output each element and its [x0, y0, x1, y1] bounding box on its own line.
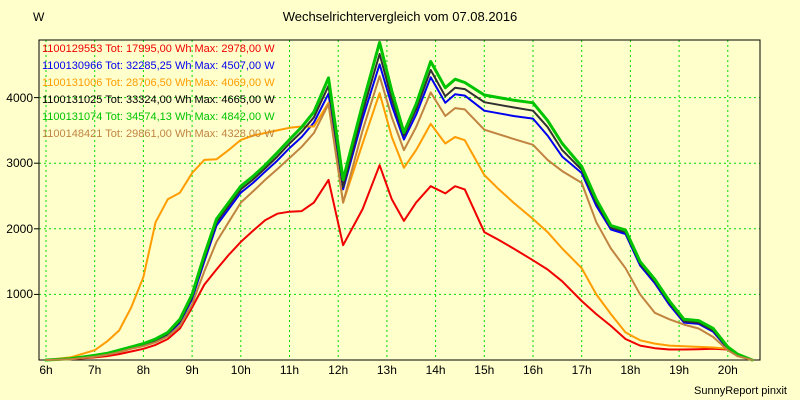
series-line-1100148421 — [45, 75, 754, 361]
x-tick-label-16h: 16h — [522, 363, 544, 377]
x-tick-label-15h: 15h — [474, 363, 495, 377]
legend-item-1100130966: 1100130966 Tot: 32285,25 Wh Max: 4507,00… — [42, 60, 275, 72]
x-tick-label-6h: 6h — [39, 363, 53, 377]
chart-title: Wechselrichtervergleich vom 07.08.2016 — [282, 9, 518, 24]
series-line-1100129553 — [45, 164, 754, 361]
x-tick-label-18h: 18h — [620, 363, 641, 377]
y-tick-label-4000: 4000 — [6, 90, 33, 105]
x-tick-label-12h: 12h — [328, 363, 349, 377]
x-tick-label-17h: 17h — [571, 363, 592, 377]
y-tick-label-2000: 2000 — [6, 221, 33, 236]
x-tick-label-8h: 8h — [136, 363, 151, 377]
legend-item-1100131025: 1100131025 Tot: 33324,00 Wh Max: 4665,00… — [42, 94, 275, 106]
x-tick-label-11h: 11h — [279, 363, 300, 377]
x-tick-label-7h: 7h — [88, 363, 102, 377]
legend-item-1100148421: 1100148421 Tot: 29861,00 Wh Max: 4328,00… — [42, 128, 275, 140]
legend-item-1100131074: 1100131074 Tot: 34574,13 Wh Max: 4842,00… — [42, 111, 275, 123]
x-tick-label-10h: 10h — [230, 363, 251, 377]
plot-border — [38, 39, 761, 361]
legend-item-1100129553: 1100129553 Tot: 17995,00 Wh Max: 2978,00… — [42, 43, 275, 55]
legend-item-1100131006: 1100131006 Tot: 28706,50 Wh Max: 4069,00… — [42, 77, 275, 89]
series-line-1100131006 — [45, 92, 754, 361]
footer-credit: SunnyReport pinxit — [694, 385, 787, 397]
y-tick-label-3000: 3000 — [6, 156, 33, 171]
x-tick-label-20h: 20h — [717, 363, 738, 377]
series-line-1100131074 — [44, 40, 754, 362]
x-tick-label-9h: 9h — [185, 363, 199, 377]
y-tick-label-1000: 1000 — [6, 287, 33, 302]
y-axis-unit-label: W — [33, 10, 45, 24]
chart-legend: 1100129553 Tot: 17995,00 Wh Max: 2978,00… — [42, 41, 275, 143]
x-tick-label-13h: 13h — [376, 363, 397, 377]
x-tick-label-14h: 14h — [425, 363, 446, 377]
x-tick-label-19h: 19h — [669, 363, 690, 377]
